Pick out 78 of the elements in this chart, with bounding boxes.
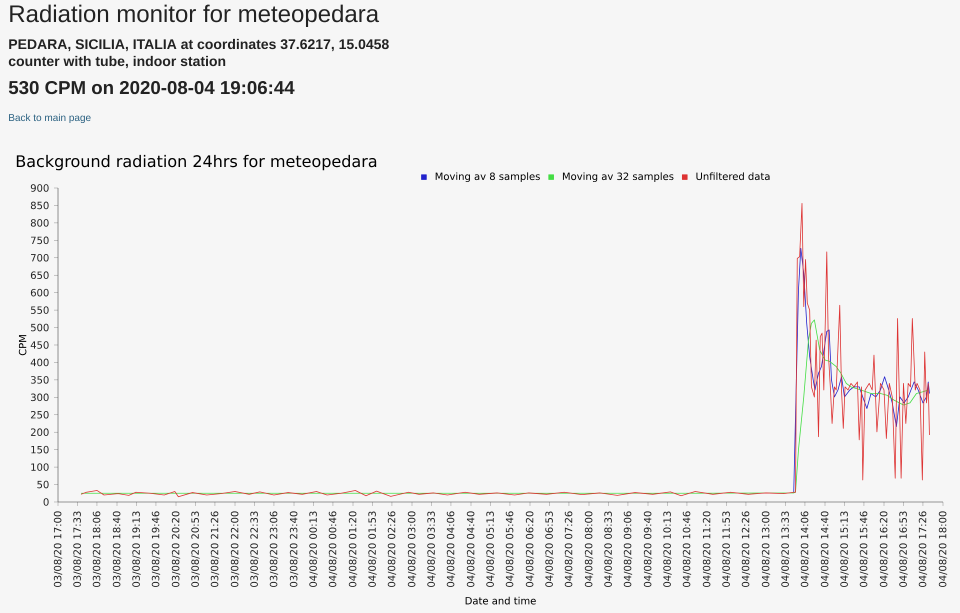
x-tick-label: 04/08/20 10:13 — [663, 512, 672, 587]
x-tick-label: 04/08/20 02:26 — [388, 511, 396, 587]
text: 530 CPM on 2020-08-04 19:06:44 — [8, 80, 295, 94]
x-tick-label: 04/08/20 13:00 — [762, 511, 770, 587]
y-axis-title: CPM — [18, 335, 26, 356]
x-tick-label: 04/08/20 00:13 — [309, 512, 318, 587]
x-tick-label: 03/08/20 18:06 — [92, 511, 102, 587]
y-tick-label: 200 — [30, 428, 49, 436]
line-series — [793, 248, 930, 493]
legend-label: Unfiltered data — [696, 172, 770, 180]
x-tick-label: 03/08/20 20:20 — [172, 511, 180, 587]
y-tick-label: 600 — [30, 288, 49, 296]
x-tick-label: 03/08/20 19:13 — [132, 512, 141, 587]
x-tick-label: 03/08/20 22:33 — [250, 512, 259, 587]
x-tick-label: 03/08/20 21:26 — [210, 511, 220, 587]
y-tick-label: 100 — [31, 463, 49, 471]
x-tick-label: 04/08/20 14:06 — [800, 511, 810, 587]
line-series — [80, 202, 930, 498]
x-tick-label: 03/08/20 18:40 — [112, 511, 122, 587]
y-tick-label: 400 — [30, 358, 49, 366]
x-tick-label: 04/08/20 11:20 — [702, 511, 712, 587]
x-tick-label: 04/08/20 00:46 — [328, 511, 338, 587]
x-tick-label: 03/08/20 22:00 — [230, 511, 240, 587]
legend-label: Moving av 32 samples — [562, 172, 674, 182]
x-tick-label: 03/08/20 19:46 — [152, 511, 160, 587]
x-tick-label: 03/08/20 23:06 — [270, 511, 278, 587]
y-tick-label: 0 — [44, 498, 49, 506]
y-tick-label: 250 — [30, 410, 49, 419]
x-tick-label: 04/08/20 01:53 — [368, 512, 377, 587]
text: counter with tube, indoor station — [8, 56, 226, 68]
x-tick-label: 03/08/20 23:40 — [290, 511, 298, 587]
x-tick-label: 04/08/20 16:20 — [880, 511, 888, 587]
x-tick-label: 04/08/20 04:40 — [466, 511, 476, 587]
x-tick-label: 04/08/20 10:46 — [682, 511, 692, 587]
y-tick-label: 150 — [31, 446, 49, 454]
text: Radiation monitor for meteopedara — [10, 4, 380, 27]
y-tick-label: 550 — [30, 306, 49, 314]
x-tick-label: 04/08/20 04:06 — [446, 511, 456, 587]
y-tick-label: 450 — [30, 341, 49, 349]
y-tick-label: 850 — [30, 202, 49, 210]
x-tick-label: 04/08/20 13:33 — [781, 512, 790, 587]
x-tick-label: 04/08/20 03:33 — [427, 512, 436, 587]
x-tick-label: 04/08/20 11:53 — [722, 512, 731, 587]
chart-title: Background radiation 24hrs for meteopedara — [16, 154, 376, 170]
x-tick-label: 04/08/20 07:26 — [564, 511, 574, 587]
x-tick-label: 04/08/20 12:26 — [742, 511, 750, 587]
y-tick-label: 300 — [30, 394, 49, 402]
y-tick-label: 500 — [30, 324, 49, 332]
x-tick-label: 04/08/20 06:53 — [545, 512, 554, 587]
text: PEDARA, SICILIA, ITALIA at coordinates 37.6217, 15.0458 — [9, 38, 389, 52]
x-tick-label: 04/08/20 08:33 — [604, 512, 613, 587]
text: Back to main page — [9, 114, 91, 124]
legend-label: Moving av 8 samples — [436, 172, 540, 182]
x-tick-label: 04/08/20 09:40 — [644, 511, 652, 587]
y-tick-label: 750 — [31, 236, 49, 244]
x-tick-label: 04/08/20 17:26 — [918, 511, 928, 587]
y-tick-label: 650 — [30, 271, 49, 280]
y-tick-label: 50 — [37, 480, 49, 488]
x-tick-label: 04/08/20 16:53 — [899, 512, 908, 587]
x-tick-label: 04/08/20 15:13 — [840, 512, 849, 587]
y-tick-label: 350 — [30, 376, 49, 384]
x-tick-label: 04/08/20 09:06 — [624, 511, 632, 587]
x-tick-label: 04/08/20 05:13 — [486, 512, 495, 587]
x-tick-label: 04/08/20 08:00 — [584, 511, 594, 587]
x-tick-label: 03/08/20 17:00 — [54, 511, 62, 587]
x-axis-title: Date and time — [466, 596, 536, 605]
x-tick-label: 04/08/20 15:46 — [860, 511, 868, 587]
y-tick-label: 900 — [30, 184, 49, 192]
x-tick-label: 04/08/20 03:00 — [408, 511, 416, 587]
x-tick-label: 04/08/20 05:46 — [506, 511, 514, 587]
x-tick-label: 04/08/20 06:20 — [526, 511, 534, 587]
y-tick-label: 700 — [31, 254, 49, 262]
x-tick-label: 04/08/20 18:00 — [938, 511, 948, 587]
x-tick-label: 04/08/20 14:40 — [820, 511, 830, 587]
x-tick-label: 04/08/20 01:20 — [348, 511, 358, 587]
x-tick-label: 03/08/20 17:33 — [73, 512, 82, 587]
y-tick-label: 800 — [30, 219, 49, 227]
x-tick-label: 03/08/20 20:53 — [191, 512, 200, 587]
